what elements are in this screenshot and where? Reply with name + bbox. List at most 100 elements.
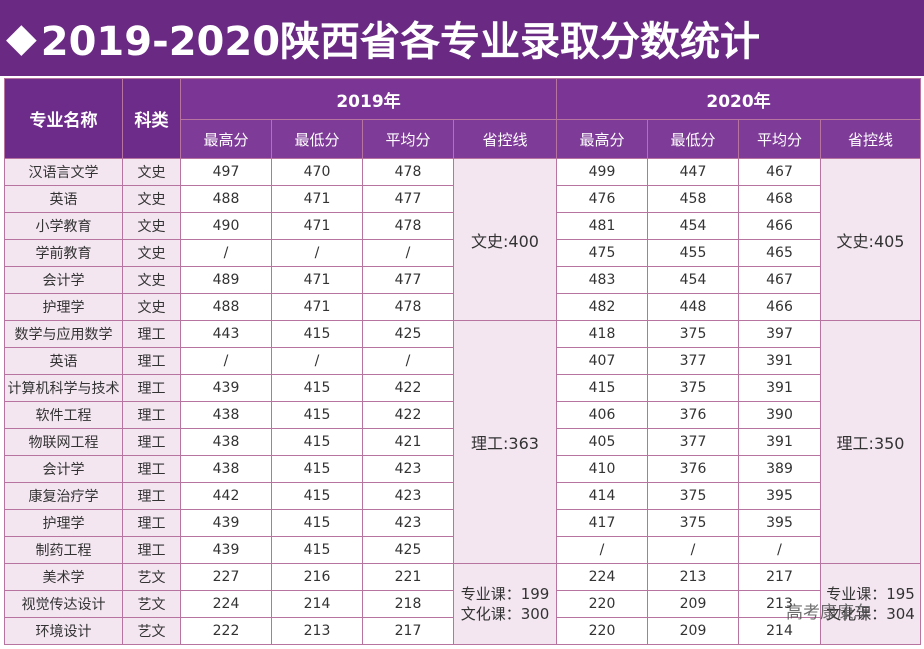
score-2020-max: 499 [556, 158, 649, 186]
score-2019-avg: / [362, 347, 454, 375]
score-2020-max: 414 [556, 482, 649, 510]
score-2020-max: 220 [556, 590, 649, 618]
score-2019-max: / [180, 239, 272, 267]
score-2020-avg: 466 [738, 293, 822, 321]
score-2020-max: 417 [556, 509, 649, 537]
score-2020-avg: 466 [738, 212, 822, 240]
score-2020-max: 415 [556, 374, 649, 402]
major-category: 文史 [122, 185, 181, 213]
score-2019-avg: 422 [362, 401, 454, 429]
header-control-2019: 省控线 [452, 119, 558, 159]
table-row: 会计学 理工 438 415 423 410 376 389 [4, 455, 921, 483]
major-name: 康复治疗学 [4, 482, 123, 510]
major-category: 文史 [122, 158, 181, 186]
header-major: 专业名称 [4, 78, 123, 159]
header-max-2020: 最高分 [556, 119, 649, 159]
score-2019-max: 488 [180, 293, 272, 321]
score-2019-avg: 422 [362, 374, 454, 402]
score-2019-max: 497 [180, 158, 272, 186]
score-2019-min: 471 [271, 293, 363, 321]
control-line-y2019-wenshi: 文史:400 [452, 158, 558, 321]
major-category: 文史 [122, 239, 181, 267]
score-2019-min: 415 [271, 428, 363, 456]
score-2019-min: / [271, 347, 363, 375]
score-2019-min: 471 [271, 212, 363, 240]
major-name: 汉语言文学 [4, 158, 123, 186]
score-2019-max: 438 [180, 455, 272, 483]
score-2019-min: 415 [271, 320, 363, 348]
major-category: 艺文 [122, 617, 181, 645]
score-2020-avg: 217 [738, 563, 822, 591]
score-2019-max: 442 [180, 482, 272, 510]
score-2020-min: 209 [647, 590, 740, 618]
score-2020-avg: / [738, 536, 822, 564]
score-2020-avg: 213 [738, 590, 822, 618]
score-2020-max: 224 [556, 563, 649, 591]
score-2019-avg: 421 [362, 428, 454, 456]
major-name: 会计学 [4, 266, 123, 294]
score-2020-max: 405 [556, 428, 649, 456]
table-row: 康复治疗学 理工 442 415 423 414 375 395 [4, 482, 921, 510]
score-2020-avg: 465 [738, 239, 822, 267]
score-2020-min: 448 [647, 293, 740, 321]
major-name: 学前教育 [4, 239, 123, 267]
score-2020-avg: 468 [738, 185, 822, 213]
score-2019-min: 471 [271, 266, 363, 294]
table-row: 护理学 文史 488 471 478 482 448 466 [4, 293, 921, 321]
score-2019-max: 438 [180, 428, 272, 456]
table-row: 软件工程 理工 438 415 422 406 376 390 [4, 401, 921, 429]
score-2019-min: 415 [271, 374, 363, 402]
major-category: 文史 [122, 212, 181, 240]
major-category: 理工 [122, 401, 181, 429]
score-2020-avg: 395 [738, 509, 822, 537]
table-row: 计算机科学与技术 理工 439 415 422 415 375 391 [4, 374, 921, 402]
major-category: 理工 [122, 320, 181, 348]
major-name: 小学教育 [4, 212, 123, 240]
score-2020-avg: 390 [738, 401, 822, 429]
score-2019-avg: 218 [362, 590, 454, 618]
score-2019-min: 471 [271, 185, 363, 213]
score-2020-min: 375 [647, 509, 740, 537]
page-title: 2019-2020陕西省各专业录取分数统计 [40, 19, 761, 65]
score-2020-min: 375 [647, 482, 740, 510]
control-line-y2019-yiwen: 专业课：199 文化课：300 [452, 563, 558, 645]
score-2020-min: 213 [647, 563, 740, 591]
score-2020-min: 458 [647, 185, 740, 213]
score-2019-max: 489 [180, 266, 272, 294]
score-2019-avg: 217 [362, 617, 454, 645]
control-line-y2020-yiwen: 专业课：195 文化课：304 [820, 563, 922, 645]
control-line-y2020-ligong: 理工:350 [820, 320, 922, 564]
table-row: 环境设计 艺文 222 213 217 220 209 214 [4, 617, 921, 645]
major-name: 物联网工程 [4, 428, 123, 456]
score-2019-avg: 478 [362, 158, 454, 186]
score-2019-max: 222 [180, 617, 272, 645]
major-category: 文史 [122, 266, 181, 294]
score-2020-min: 375 [647, 374, 740, 402]
control-line-specialty: 专业课：199 [460, 585, 550, 603]
score-2020-avg: 467 [738, 266, 822, 294]
major-name: 环境设计 [4, 617, 123, 645]
score-2019-avg: 425 [362, 320, 454, 348]
major-name: 数学与应用数学 [4, 320, 123, 348]
major-name: 制药工程 [4, 536, 123, 564]
score-2020-avg: 391 [738, 428, 822, 456]
major-category: 理工 [122, 482, 181, 510]
score-2020-min: 376 [647, 401, 740, 429]
header-min-2019: 最低分 [271, 119, 363, 159]
header-min-2020: 最低分 [647, 119, 740, 159]
major-category: 理工 [122, 428, 181, 456]
major-category: 理工 [122, 374, 181, 402]
score-2019-min: 415 [271, 482, 363, 510]
score-table: 专业名称 科类 2019年 2020年 最高分 最低分 平均分 省控线 最高分 … [4, 78, 922, 645]
score-2019-max: / [180, 347, 272, 375]
score-2019-avg: 221 [362, 563, 454, 591]
major-category: 理工 [122, 509, 181, 537]
control-line-culture: 文化课：304 [826, 605, 915, 623]
score-2020-avg: 389 [738, 455, 822, 483]
score-2019-max: 488 [180, 185, 272, 213]
header-control-2020: 省控线 [820, 119, 922, 159]
score-2020-max: 407 [556, 347, 649, 375]
score-2019-avg: 425 [362, 536, 454, 564]
table-row: 英语 文史 488 471 477 476 458 468 [4, 185, 921, 213]
score-2019-avg: 477 [362, 266, 454, 294]
